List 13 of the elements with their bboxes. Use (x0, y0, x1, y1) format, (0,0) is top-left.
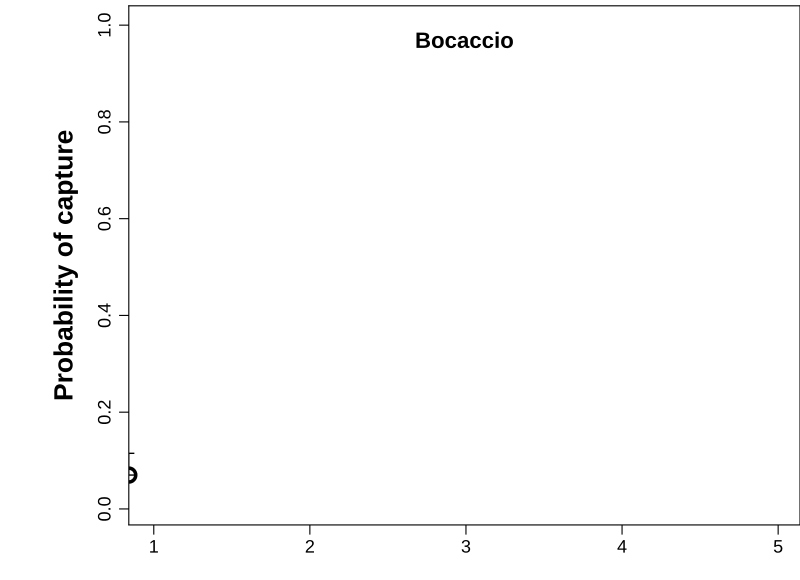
y-tick-label: 0.4 (98, 303, 111, 328)
x-tick-label: 5 (774, 540, 782, 553)
text: Bocaccio (416, 32, 513, 48)
y-axis-title: Probability of capture (53, 130, 78, 400)
y-tick-label: 0.6 (98, 206, 111, 231)
x-tick-label: 3 (462, 540, 470, 553)
x-tick-label: 1 (150, 540, 158, 553)
y-tick-label: 0.0 (98, 497, 111, 521)
y-tick-label: 0.2 (98, 400, 111, 424)
y-tick-label: 1.0 (98, 13, 111, 36)
x-tick-label: 2 (306, 540, 314, 553)
x-tick-label: 4 (617, 540, 627, 553)
y-tick-label: 0.8 (98, 110, 111, 134)
